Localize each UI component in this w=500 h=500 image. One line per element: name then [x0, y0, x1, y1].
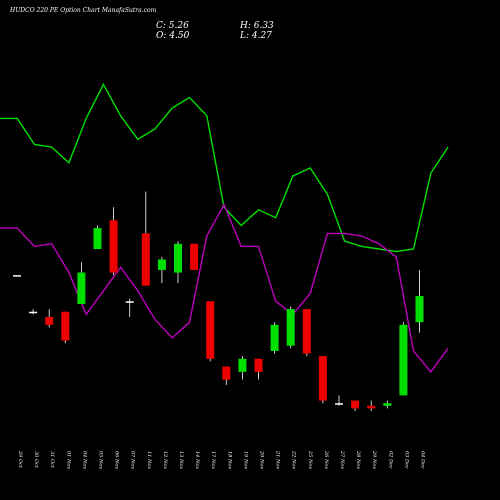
- candle: [61, 311, 70, 344]
- candle-body: [61, 311, 70, 341]
- candle-body: [238, 358, 247, 372]
- candle: [45, 309, 54, 328]
- low-value: L: 4.27: [239, 31, 272, 41]
- x-tick-label: 05 Nov: [98, 451, 104, 469]
- x-tick-label: 29 Nov: [371, 450, 377, 469]
- x-tick-label: 28 Nov: [355, 450, 361, 469]
- candle: [335, 395, 343, 406]
- candle-body: [335, 403, 343, 405]
- candles: [13, 191, 424, 412]
- x-tick-label: 18 Nov: [226, 451, 232, 469]
- close-value: C: 5.26: [156, 21, 189, 31]
- candle-body: [109, 220, 118, 273]
- x-tick-label: 30 Oct: [33, 451, 39, 469]
- candle-body: [141, 233, 150, 286]
- candle: [29, 309, 38, 315]
- candle-body: [206, 301, 215, 359]
- candle: [13, 275, 21, 277]
- x-tick-label: 31 Oct: [49, 451, 55, 469]
- x-axis-ticks: 29 Oct 30 Oct 31 Oct 01 Nov 04 Nov 05 Nov 06 N…: [17, 450, 426, 469]
- candle-body: [270, 324, 279, 351]
- x-tick-label: 17 Nov: [210, 451, 216, 469]
- x-tick-label: 27 Nov: [339, 450, 345, 469]
- green-line: [0, 82, 449, 253]
- x-tick-label: 20 Nov: [259, 450, 265, 469]
- candle: [351, 400, 360, 412]
- candle: [206, 301, 215, 362]
- open-value: O: 4.50: [156, 31, 190, 41]
- candle-body: [125, 301, 134, 303]
- x-tick-label: 11 Nov: [146, 451, 152, 469]
- candle-body: [190, 243, 199, 270]
- candle: [141, 191, 150, 286]
- candle-body: [93, 228, 102, 250]
- candle-body: [383, 403, 392, 406]
- candle-body: [222, 366, 231, 380]
- candle: [109, 207, 118, 276]
- x-tick-label: 19 Nov: [242, 451, 248, 469]
- candle-body: [318, 356, 327, 401]
- candle: [222, 366, 231, 385]
- candle-body: [29, 311, 38, 314]
- candle: [318, 356, 327, 404]
- candle-body: [351, 400, 360, 409]
- candle: [93, 225, 102, 250]
- x-tick-label: 25 Nov: [307, 450, 313, 469]
- x-tick-label: 26 Nov: [323, 450, 329, 469]
- candle: [399, 322, 408, 396]
- x-tick-label: 03 Dec: [403, 451, 409, 469]
- indicator-lines: [0, 82, 449, 373]
- candle-body: [286, 309, 295, 346]
- candle-body: [415, 296, 424, 323]
- candle: [415, 269, 424, 333]
- candle: [270, 322, 279, 354]
- candle: [367, 400, 376, 412]
- high-value: H: 6.33: [239, 21, 274, 31]
- candle: [190, 243, 199, 270]
- candle-body: [399, 324, 408, 396]
- candle-body: [254, 358, 263, 372]
- candle: [125, 298, 134, 317]
- x-tick-label: 07 Nov: [130, 451, 136, 469]
- candle: [302, 309, 311, 357]
- candle: [157, 256, 166, 283]
- candle-body: [174, 243, 182, 273]
- purple-line: [0, 202, 449, 373]
- candle-body: [367, 405, 376, 409]
- chart-title: HUDCO 220 PE Option Chart ManafaSutra.co…: [9, 7, 157, 14]
- candle: [174, 241, 182, 283]
- candle-body: [157, 259, 166, 270]
- candle-body: [302, 309, 311, 354]
- x-tick-label: 29 Oct: [17, 450, 23, 469]
- x-tick-label: 21 Nov: [275, 450, 281, 469]
- x-tick-label: 14 Nov: [194, 451, 200, 469]
- x-tick-label: 22 Nov: [291, 450, 297, 469]
- candle-body: [13, 275, 21, 277]
- candle: [383, 400, 392, 409]
- candle: [238, 356, 247, 380]
- candle: [286, 306, 295, 349]
- candle: [254, 358, 263, 380]
- x-tick-label: 13 Nov: [178, 451, 184, 469]
- x-tick-label: 12 Nov: [162, 451, 168, 469]
- candle: [77, 262, 86, 304]
- x-tick-label: 04 Dec: [420, 451, 426, 469]
- x-tick-label: 02 Dec: [387, 451, 393, 469]
- x-tick-label: 04 Nov: [81, 451, 87, 469]
- x-tick-label: 06 Nov: [114, 451, 120, 469]
- candle-body: [45, 316, 54, 325]
- candle-body: [77, 272, 86, 304]
- x-tick-label: 01 Nov: [65, 451, 71, 469]
